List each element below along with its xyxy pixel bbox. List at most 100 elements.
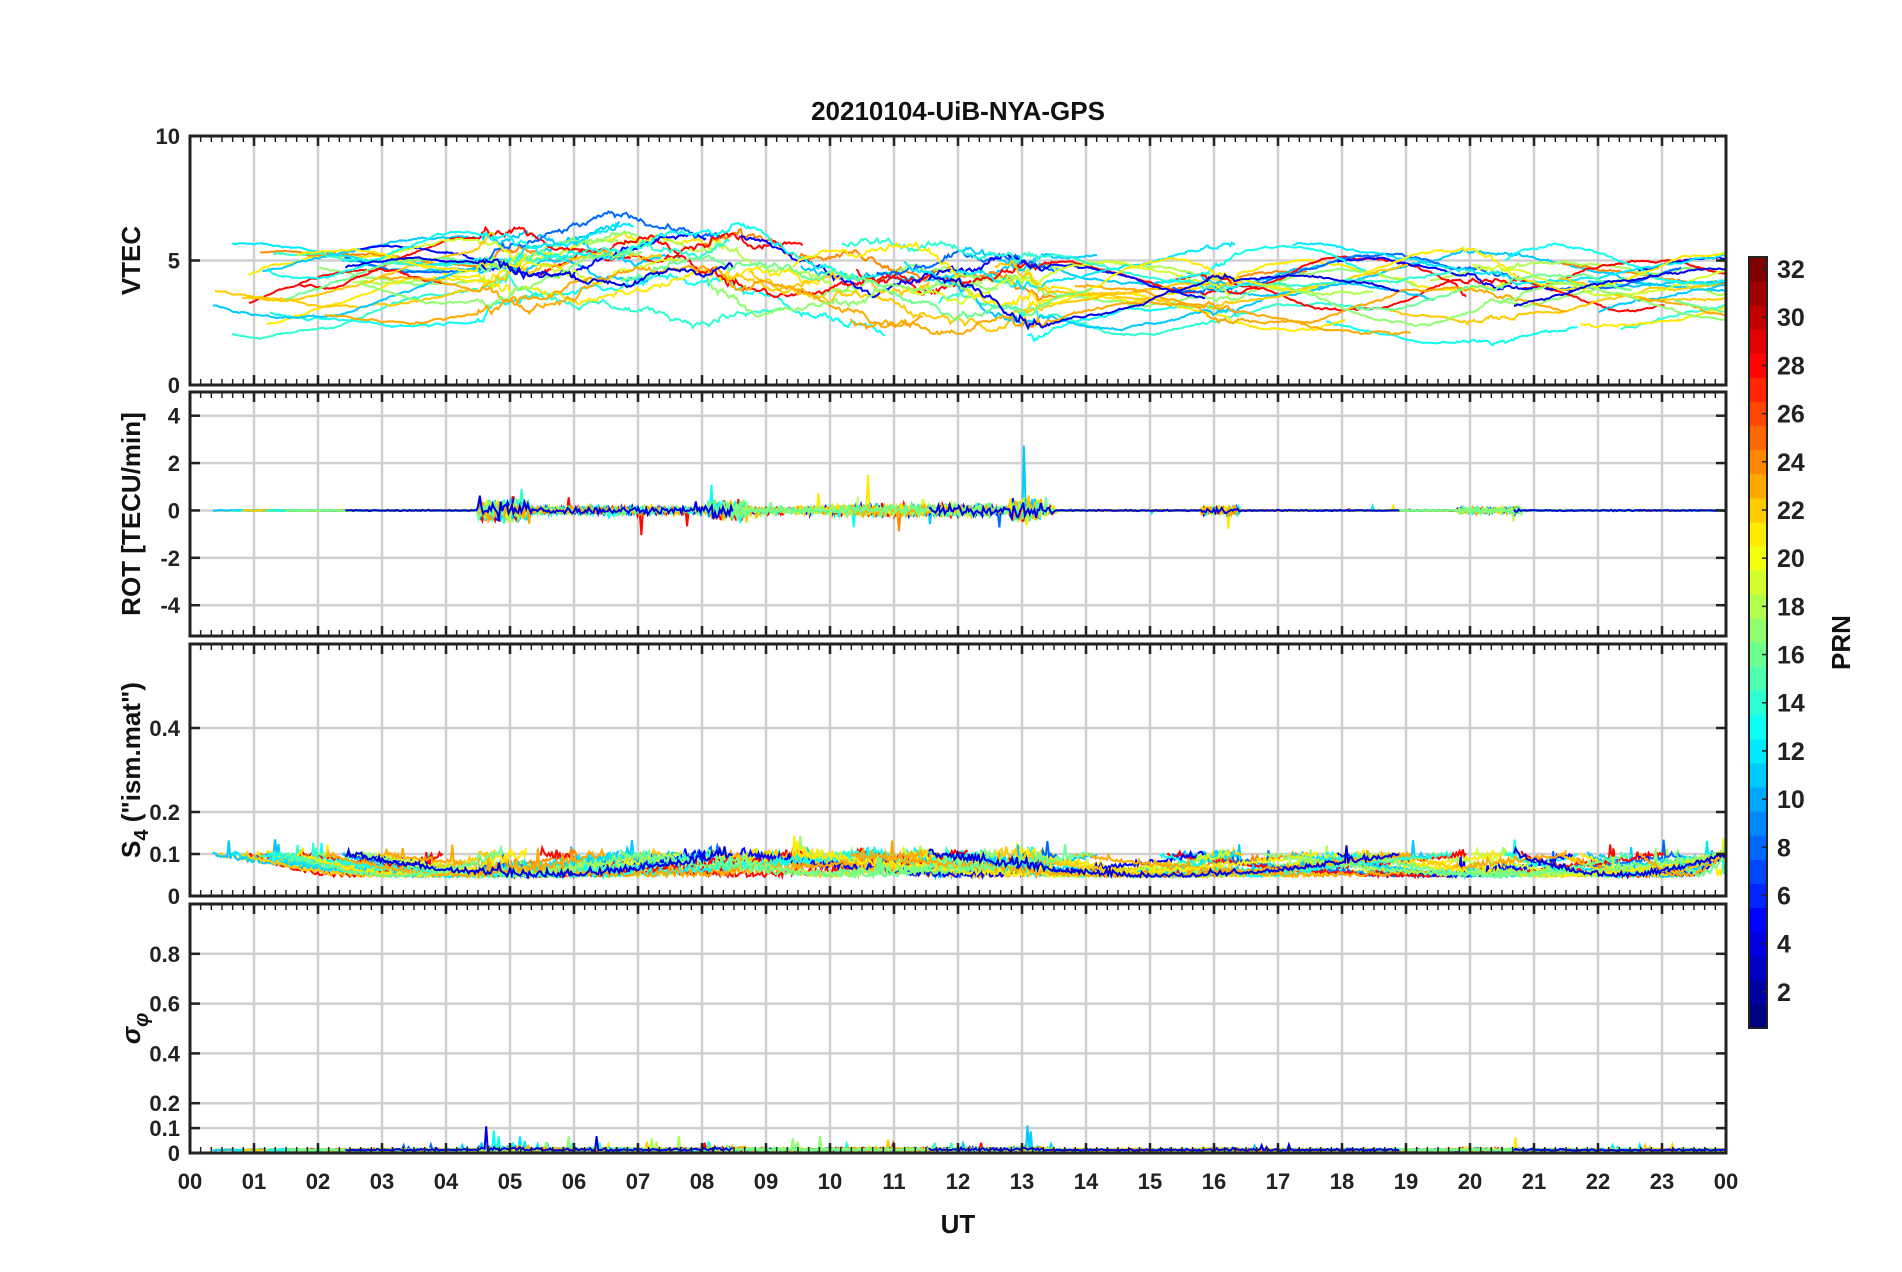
rot-panel: -4 -2 0 2 4 ROT [TECU/min]: [116, 390, 1728, 638]
x-tick-label: 09: [754, 1169, 778, 1194]
colorbar-swatch: [1749, 497, 1767, 523]
colorbar-swatch: [1749, 570, 1767, 595]
vtec-series-line-prn23: [324, 276, 606, 326]
colorbar-tick-label: 4: [1777, 931, 1791, 959]
vtec-series-line-prn21: [1579, 305, 1726, 329]
colorbar-swatch: [1749, 473, 1767, 499]
x-tick-labels: 00 01 02 03 04 05 06 07 08 09 10 11 12 13 14 15 16 17 18 19…: [178, 1169, 1738, 1194]
vtec-series: [212, 210, 1727, 347]
x-tick-label: 00: [178, 1169, 202, 1194]
x-tick-label: 08: [690, 1169, 714, 1194]
colorbar-tick-label: 10: [1777, 786, 1805, 814]
vtec-series-line-prn16: [619, 254, 1094, 322]
vtec-series-line-prn17: [796, 263, 1417, 308]
s4-axis-label: S4 ("ism.mat"): [116, 682, 153, 858]
colorbar-swatch: [1749, 811, 1767, 836]
vtec-series-line-prn13: [1160, 244, 1366, 285]
vtec-series-line-prn14: [841, 236, 1452, 293]
s4-ytick-label: 0.4: [149, 716, 180, 741]
x-tick-label: 02: [306, 1169, 330, 1194]
vtec-series-line-prn21: [296, 247, 528, 273]
rot-ytick-label: 4: [168, 404, 181, 429]
colorbar-swatch: [1749, 762, 1767, 788]
vtec-series-line-prn16: [1674, 299, 1727, 313]
colorbar-tick-label: 26: [1777, 401, 1805, 429]
s4-ticks: 0 0.1 0.2 0.4: [149, 644, 1728, 909]
x-tick-label: 22: [1586, 1169, 1610, 1194]
colorbar-tick-label: 18: [1777, 593, 1805, 621]
vtec-series-line-prn21: [1356, 245, 1726, 292]
colorbar-tick-label: 22: [1777, 497, 1805, 525]
x-tick-label: 18: [1330, 1169, 1354, 1194]
sig-ytick-label: 0.1: [149, 1116, 180, 1141]
colorbar-swatch: [1749, 690, 1767, 716]
vtec-ytick-label: 10: [156, 124, 180, 149]
x-tick-label: 03: [370, 1169, 394, 1194]
x-tick-label: 10: [818, 1169, 842, 1194]
colorbar-swatch: [1749, 546, 1767, 571]
vtec-series-line-prn21: [266, 266, 820, 326]
colorbar-tick-label: 24: [1777, 449, 1805, 477]
s4-series-line-prn4: [345, 845, 734, 880]
colorbar-swatches: [1749, 257, 1767, 1029]
s4-label-rest: ("ism.mat"): [116, 682, 146, 829]
x-tick-label: 15: [1138, 1169, 1162, 1194]
s4-series-line-prn17: [705, 847, 998, 881]
x-tick-label: 21: [1522, 1169, 1546, 1194]
colorbar-swatch: [1749, 281, 1767, 306]
colorbar-swatch: [1749, 257, 1767, 282]
colorbar-swatch: [1749, 594, 1767, 619]
s4-label-main: S: [116, 841, 146, 858]
colorbar-swatch: [1749, 666, 1767, 692]
vtec-series-line-prn4: [928, 273, 1400, 331]
rot-ytick-label: -4: [160, 593, 180, 618]
vtec-series-line-prn23: [849, 300, 1411, 336]
vtec-ytick-label: 0: [168, 373, 180, 398]
sigma-label-main: σ: [116, 1025, 146, 1044]
sig-ytick-label: 0.4: [149, 1041, 180, 1066]
colorbar-tick-label: 12: [1777, 738, 1805, 766]
x-tick-label: 07: [626, 1169, 650, 1194]
colorbar-swatch: [1749, 979, 1767, 1005]
colorbar-tick-label: 2: [1777, 979, 1791, 1007]
colorbar-swatch: [1749, 835, 1767, 860]
colorbar-tick-label: 6: [1777, 882, 1791, 910]
rot-ytick-label: -2: [160, 546, 180, 571]
vtec-ytick-label: 5: [168, 249, 180, 274]
vtec-series-line-prn13: [269, 272, 886, 337]
s4-series-line-prn16: [284, 844, 505, 879]
colorbar-tick-label: 20: [1777, 545, 1805, 573]
colorbar-swatch: [1749, 353, 1767, 378]
x-tick-label: 14: [1074, 1169, 1099, 1194]
colorbar-swatch: [1749, 449, 1767, 475]
sig-series-line-prn4: [345, 1126, 733, 1152]
colorbar-swatch: [1749, 522, 1767, 547]
colorbar-swatch: [1749, 931, 1767, 957]
colorbar-tick-label: 8: [1777, 834, 1791, 862]
colorbar-swatch: [1749, 618, 1767, 643]
rot-series: [212, 445, 1727, 536]
colorbar-tick-label: 14: [1777, 690, 1805, 718]
x-tick-label: 01: [242, 1169, 266, 1194]
vtec-panel: 0 5 10 VTEC: [116, 124, 1728, 398]
sig-ytick-label: 0.2: [149, 1091, 180, 1116]
colorbar-tick-label: 28: [1777, 352, 1805, 380]
sig-ytick-label: 0: [168, 1141, 180, 1166]
s4-ytick-label: 0.1: [149, 842, 180, 867]
sigma-label-sub: φ: [131, 1013, 153, 1027]
colorbar-label: PRN: [1826, 615, 1856, 670]
sig-ytick-label: 0.8: [149, 942, 180, 967]
colorbar-swatch: [1749, 859, 1767, 884]
x-tick-label: 11: [882, 1169, 905, 1194]
vtec-series-line-prn8: [344, 210, 720, 274]
vtec-series-line-prn14: [1620, 304, 1725, 330]
vtec-axis-label: VTEC: [116, 226, 146, 296]
rot-ticks: -4 -2 0 2 4: [160, 392, 1728, 636]
vtec-series-line-prn28: [1166, 273, 1665, 313]
vtec-series-line-prn12: [1292, 241, 1725, 286]
x-tick-label: 13: [1010, 1169, 1034, 1194]
s4-series-line-prn23: [1638, 853, 1726, 878]
x-tick-label: 19: [1394, 1169, 1418, 1194]
colorbar-swatch: [1749, 955, 1767, 981]
